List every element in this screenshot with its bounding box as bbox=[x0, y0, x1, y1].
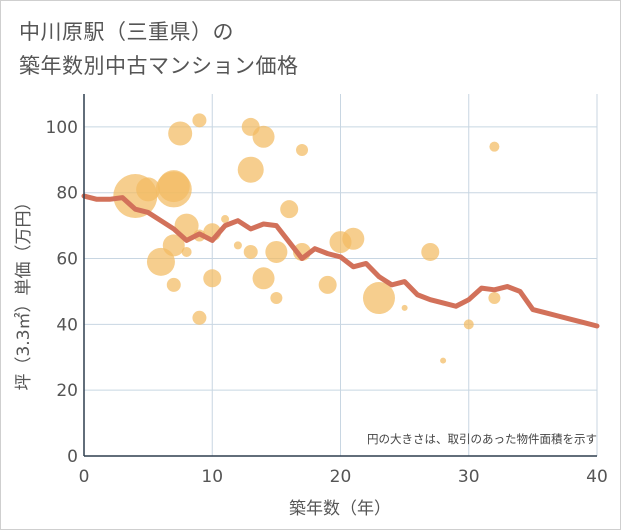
bubble-point bbox=[203, 269, 222, 288]
bubble-point bbox=[401, 304, 408, 311]
bubble-point bbox=[488, 292, 501, 305]
bubble-point bbox=[270, 292, 283, 305]
x-tick-label: 30 bbox=[458, 467, 480, 487]
bubble-point bbox=[440, 357, 447, 364]
bubble-point bbox=[280, 200, 299, 219]
bubble-point bbox=[192, 310, 207, 325]
y-axis-title: 坪（3.3㎡）単価（万円） bbox=[14, 193, 34, 390]
x-tick-label: 20 bbox=[330, 467, 352, 487]
bubble-point bbox=[362, 282, 395, 315]
x-tick-label: 40 bbox=[586, 467, 608, 487]
axes: 0 10 20 30 40 0 20 40 60 80 100 bbox=[46, 94, 608, 487]
chart-title: 中川原駅（三重県）の 築年数別中古マンション価格 bbox=[19, 15, 299, 83]
bubble-point bbox=[243, 244, 258, 259]
bubble-point bbox=[342, 227, 365, 250]
bubble-point bbox=[155, 171, 192, 208]
bubble-point bbox=[233, 241, 242, 250]
bubble-point bbox=[174, 213, 199, 238]
y-tick-label: 80 bbox=[56, 184, 78, 204]
chart-title-line-1: 中川原駅（三重県）の bbox=[19, 20, 234, 44]
bubble-point bbox=[146, 247, 175, 276]
chart-title-line-2: 築年数別中古マンション価格 bbox=[19, 54, 299, 78]
y-tick-label: 60 bbox=[56, 250, 78, 270]
bubble-point bbox=[166, 277, 181, 292]
trend-line bbox=[81, 193, 600, 329]
bubble-point bbox=[252, 267, 275, 290]
bubble-point bbox=[318, 275, 337, 294]
y-tick-label: 100 bbox=[46, 118, 78, 138]
bubble-point bbox=[421, 242, 440, 261]
bubble-point bbox=[265, 240, 288, 263]
bubble-series bbox=[113, 113, 501, 364]
bubble-point bbox=[463, 319, 474, 330]
trend-line-group bbox=[81, 193, 600, 329]
bubble-point bbox=[162, 234, 185, 257]
bubble-point bbox=[221, 215, 230, 224]
bubble-point bbox=[252, 125, 275, 148]
bubble-point bbox=[181, 246, 192, 257]
x-tick-label: 10 bbox=[201, 467, 223, 487]
x-tick-label: 0 bbox=[79, 467, 90, 487]
bubble-point bbox=[192, 113, 207, 128]
bubble-size-note: 円の大きさは、取引のあった物件面積を示す bbox=[367, 432, 597, 446]
x-axis-title: 築年数（年） bbox=[289, 499, 391, 519]
bubble-point bbox=[168, 121, 193, 146]
bubble-point bbox=[489, 141, 500, 152]
y-tick-label: 0 bbox=[67, 447, 78, 467]
y-tick-label: 20 bbox=[56, 381, 78, 401]
bubble-point bbox=[296, 143, 309, 156]
y-tick-label: 40 bbox=[56, 315, 78, 335]
bubble-point bbox=[136, 177, 161, 202]
bubble-point bbox=[237, 156, 264, 183]
